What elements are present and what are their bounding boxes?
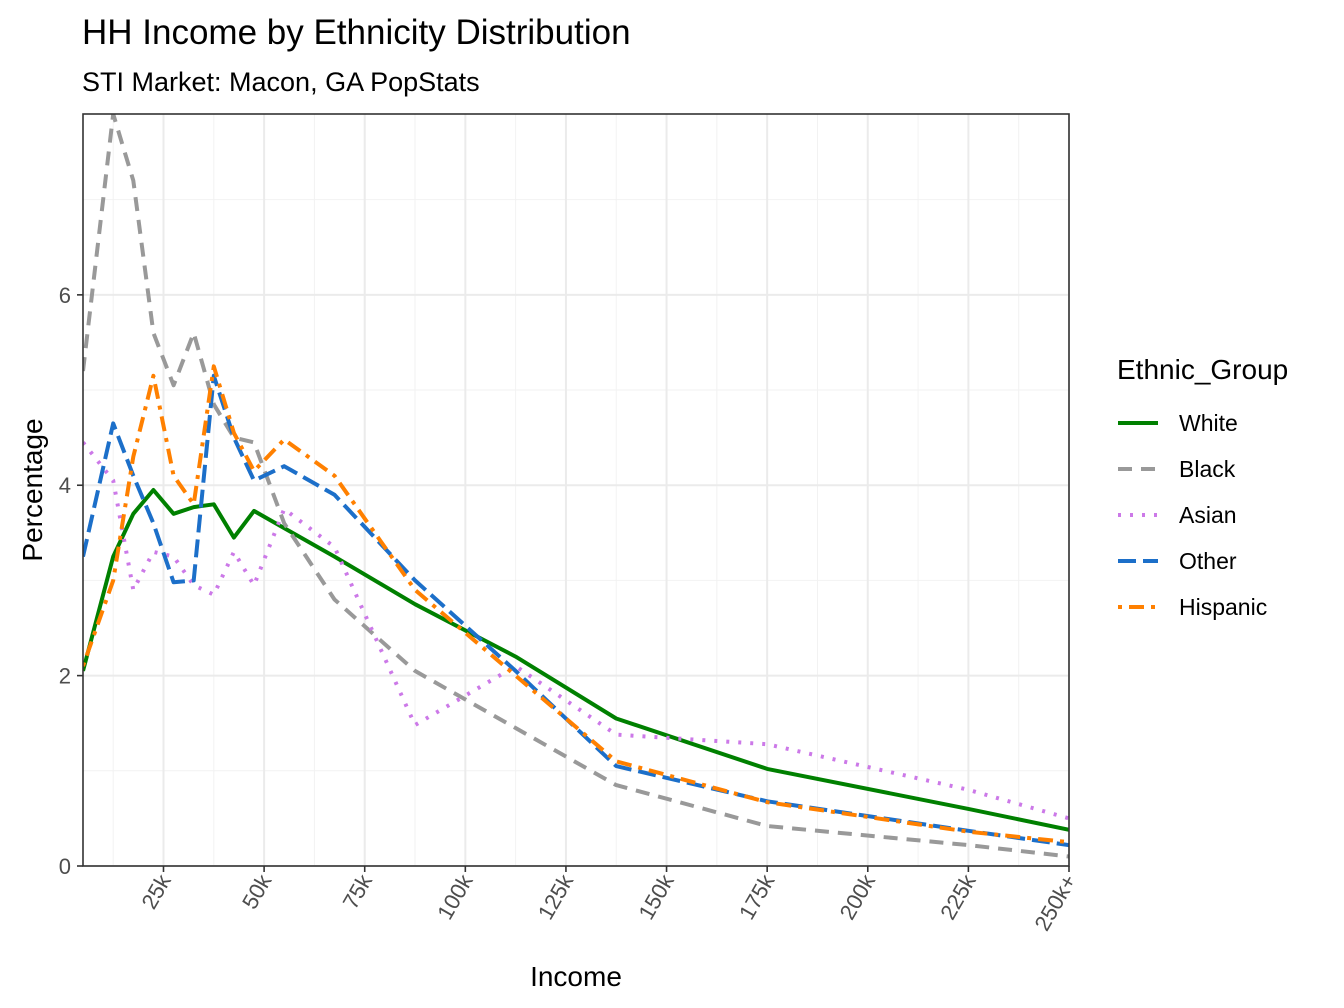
panel-border xyxy=(82,113,1070,867)
grid-layer xyxy=(83,114,1070,867)
x-tick-label: 50k xyxy=(237,869,277,913)
plot-panel xyxy=(83,114,1069,866)
x-tick-label: 125k xyxy=(533,869,579,924)
legend-label-asian: Asian xyxy=(1179,502,1237,528)
chart-subtitle: STI Market: Macon, GA PopStats xyxy=(82,67,480,97)
x-tick-label: 100k xyxy=(432,869,478,924)
y-axis-title: Percentage xyxy=(17,418,48,561)
y-tick-label: 4 xyxy=(59,473,71,498)
x-tick-label: 250k+ xyxy=(1029,870,1081,935)
y-tick-label: 0 xyxy=(59,854,71,879)
x-tick-label: 25k xyxy=(136,869,176,913)
x-tick-label: 175k xyxy=(734,869,780,924)
y-tick-label: 2 xyxy=(59,664,71,689)
legend-label-black: Black xyxy=(1179,456,1236,482)
series-line-black xyxy=(83,114,1069,859)
series-line-other xyxy=(83,373,1069,848)
x-tick-label: 75k xyxy=(338,869,378,913)
legend: Ethnic_Group White Black Asian Other Hispani… xyxy=(1117,354,1288,620)
x-tick-label: 150k xyxy=(633,869,679,924)
x-tick-label: 200k xyxy=(835,869,881,924)
legend-label-hispanic: Hispanic xyxy=(1179,594,1267,620)
legend-title: Ethnic_Group xyxy=(1117,354,1288,385)
y-tick-label: 6 xyxy=(59,283,71,308)
series-line-white xyxy=(83,488,1069,832)
chart-title: HH Income by Ethnicity Distribution xyxy=(82,13,631,52)
legend-items: White Black Asian Other Hispanic xyxy=(1118,410,1267,620)
series-line-asian xyxy=(83,441,1069,821)
series-layer xyxy=(83,114,1069,859)
legend-label-white: White xyxy=(1179,410,1238,436)
x-axis-title: Income xyxy=(530,961,622,992)
legend-label-other: Other xyxy=(1179,548,1237,574)
x-tick-label: 225k xyxy=(935,869,981,924)
